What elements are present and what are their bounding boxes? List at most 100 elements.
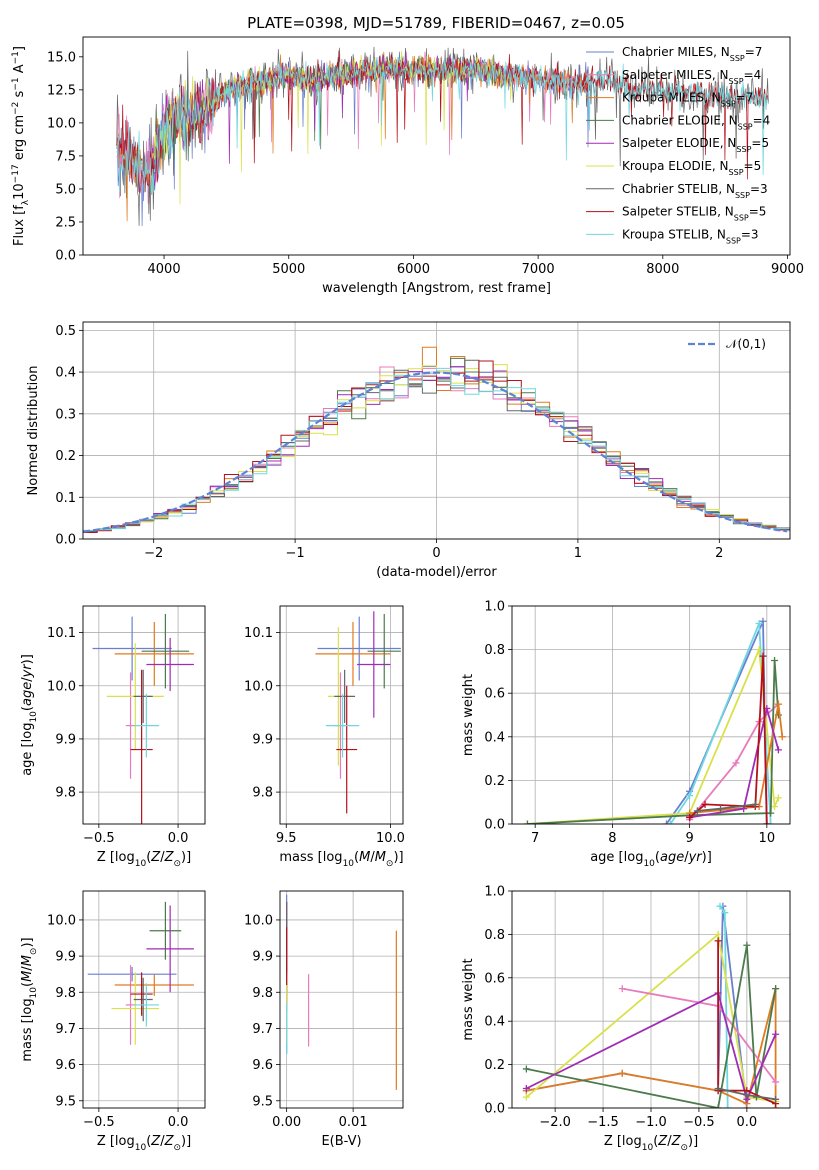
y-tick-label: 9.7 bbox=[252, 1022, 273, 1037]
weight-point-marker bbox=[717, 805, 724, 813]
x-tick-label: 0 bbox=[432, 546, 440, 561]
y-tick-label: 9.9 bbox=[55, 950, 76, 965]
x-tick-label: 0.0 bbox=[737, 1115, 758, 1130]
x-tick-label: −2.0 bbox=[539, 1115, 571, 1130]
weight-point-marker bbox=[618, 985, 626, 993]
spectrum-axes: 4000 5000 6000 7000 8000 9000 0.0 2.5 5.0 7.5 10.0… bbox=[47, 50, 804, 277]
legend-entry: Kroupa MILES, NSSP=7 bbox=[622, 91, 753, 109]
weight-series-line bbox=[526, 906, 748, 1108]
x-tick-label: 9000 bbox=[771, 262, 804, 277]
y-tick-label: 10.1 bbox=[47, 626, 76, 641]
x-tick-label: 4000 bbox=[148, 262, 181, 277]
x-tick-label: 0.00 bbox=[272, 1115, 301, 1130]
y-tick-label: 7.5 bbox=[55, 149, 76, 164]
weight-series-line bbox=[689, 656, 768, 824]
weight-point-marker bbox=[523, 820, 531, 824]
weight-point-marker bbox=[666, 820, 674, 824]
mass_vs_ebv-xlabel: E(B-V) bbox=[321, 1134, 361, 1149]
weight-point-marker bbox=[772, 1030, 780, 1038]
errorbar-point bbox=[133, 977, 153, 1022]
weight-point-marker bbox=[618, 1069, 626, 1077]
x-tick-label: 6000 bbox=[397, 262, 430, 277]
y-tick-label: 9.6 bbox=[55, 1058, 76, 1073]
weight_vs_Z-xlabel: Z [log10(Z/Z⊙)] bbox=[604, 1134, 698, 1153]
age_vs_mass-xlabel: mass [log10(M/M⊙)] bbox=[279, 850, 403, 869]
weight-series-line bbox=[689, 703, 784, 814]
y-tick-label: 9.8 bbox=[252, 786, 273, 801]
errorbar-point bbox=[92, 616, 172, 681]
errorbar-point bbox=[146, 905, 194, 993]
errorbar-point bbox=[315, 621, 391, 686]
weight-point-marker bbox=[743, 1091, 751, 1099]
weight-point-marker bbox=[522, 1065, 530, 1073]
weight-point-marker bbox=[701, 800, 709, 808]
y-tick-label: 0.0 bbox=[55, 533, 76, 548]
weight-point-marker bbox=[767, 809, 775, 817]
x-tick-label: 7 bbox=[531, 831, 539, 846]
errorbar-point bbox=[146, 637, 194, 692]
x-tick-label: −1 bbox=[286, 546, 305, 561]
y-tick-label: 9.5 bbox=[252, 1094, 273, 1109]
residual_histogram-frame bbox=[82, 321, 791, 540]
errorbar-point bbox=[114, 621, 194, 686]
errorbar-point bbox=[114, 974, 194, 996]
y-tick-label: 0.0 bbox=[484, 818, 505, 833]
weight-series-line bbox=[689, 708, 780, 819]
weight-series-line bbox=[525, 932, 776, 1103]
legend-entry: Chabrier STELIB, NSSP=3 bbox=[622, 182, 768, 200]
weight-point-marker bbox=[686, 813, 694, 821]
x-tick-label: 9.5 bbox=[276, 831, 297, 846]
errorbar-point bbox=[149, 901, 182, 960]
x-tick-label: −0.5 bbox=[83, 831, 115, 846]
weight-point-marker bbox=[662, 820, 670, 824]
y-tick-label: 5.0 bbox=[55, 182, 76, 197]
weight-point-marker bbox=[778, 733, 786, 741]
spectrum-line bbox=[151, 51, 514, 187]
normal-curve bbox=[83, 371, 788, 533]
y-tick-label: 10.0 bbox=[244, 913, 273, 928]
x-tick-label: 7000 bbox=[522, 262, 555, 277]
y-tick-label: 0.3 bbox=[55, 407, 76, 422]
errorbar-point bbox=[334, 669, 356, 723]
mass_vs_ebv-axes: 0.00 0.01 9.5 9.6 9.7 9.8 9.9 10.0 bbox=[244, 891, 403, 1130]
weight-point-marker bbox=[716, 902, 724, 910]
plot-layer: 4000 5000 6000 7000 8000 90000.02.55.07.510.0… bbox=[11, 36, 804, 1153]
age_vs_Z-xlabel: Z [log10(Z/Z⊙)] bbox=[97, 850, 191, 869]
y-tick-label: 9.9 bbox=[55, 732, 76, 747]
mass_vs_Z-axes: −0.5 0.0 9.5 9.6 9.7 9.8 9.9 10.0 bbox=[47, 891, 205, 1130]
weight-point-marker bbox=[721, 909, 729, 917]
spectrum-frame bbox=[82, 36, 791, 256]
y-tick-label: 0.6 bbox=[484, 687, 505, 702]
errorbar-point bbox=[133, 669, 153, 723]
y-tick-label: 10.1 bbox=[244, 626, 273, 641]
y-tick-label: 0.8 bbox=[484, 928, 505, 943]
x-tick-label: −2 bbox=[144, 546, 163, 561]
weight-point-marker bbox=[772, 1078, 780, 1086]
y-tick-label: 10.0 bbox=[244, 679, 273, 694]
weight-point-marker bbox=[686, 792, 694, 800]
y-tick-label: 9.5 bbox=[55, 1094, 76, 1109]
weight-point-marker bbox=[743, 941, 751, 949]
y-tick-label: 10.0 bbox=[47, 116, 76, 131]
x-tick-label: 0.01 bbox=[339, 1115, 368, 1130]
x-tick-label: 8000 bbox=[646, 262, 679, 277]
y-tick-label: 10.0 bbox=[47, 679, 76, 694]
x-tick-label: 2 bbox=[715, 546, 723, 561]
age_vs_Z-ylabel: age [log10(age/yr)] bbox=[20, 654, 39, 776]
weight-point-marker bbox=[693, 807, 701, 815]
errorbar-point bbox=[130, 972, 153, 1016]
weight-point-marker bbox=[771, 803, 779, 811]
residual_histogram-ylabel: Normed distribution bbox=[26, 366, 41, 496]
weight-point-marker bbox=[767, 820, 775, 824]
errorbar-point bbox=[367, 613, 401, 689]
x-tick-label: 0.0 bbox=[168, 1115, 189, 1130]
mass_vs_Z-xlabel: Z [log10(Z/Z⊙)] bbox=[97, 1134, 191, 1153]
residual_histogram-xlabel: (data-model)/error bbox=[376, 565, 497, 580]
weight_vs_Z-frame bbox=[511, 890, 791, 1109]
y-tick-label: 1.0 bbox=[484, 885, 505, 900]
errorbar-point bbox=[317, 616, 401, 681]
weight-point-marker bbox=[759, 652, 767, 660]
y-tick-label: 9.8 bbox=[55, 986, 76, 1001]
age_vs_Z-axes: −0.5 0.0 9.8 9.9 10.0 10.1 bbox=[47, 606, 205, 846]
